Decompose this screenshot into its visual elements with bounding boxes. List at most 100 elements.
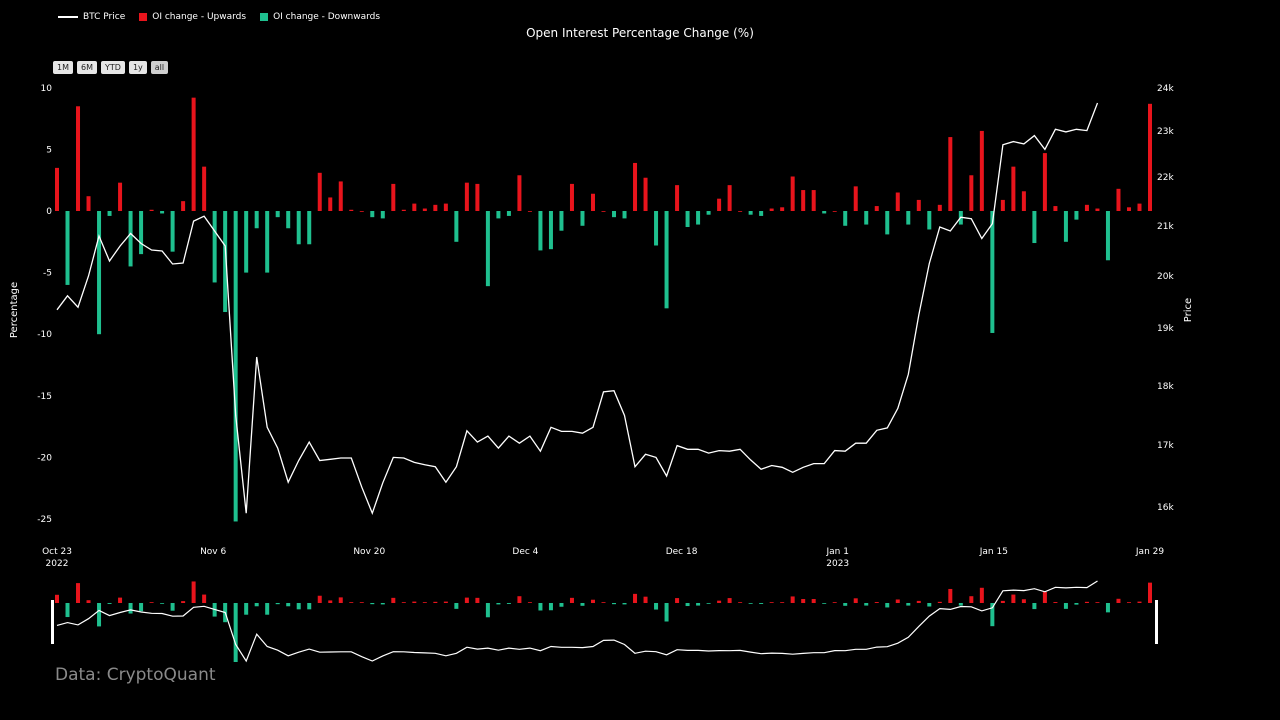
navigator-bar bbox=[832, 602, 837, 603]
navigator-bar bbox=[759, 603, 764, 604]
legend-item-btc-price[interactable]: BTC Price bbox=[58, 12, 125, 22]
oi-bar bbox=[254, 211, 259, 229]
y-axis-right: 24k 23k 22k 21k 20k 19k 18k 17k 16k bbox=[1157, 84, 1174, 513]
oi-bar bbox=[759, 211, 764, 216]
navigator-bar bbox=[1063, 603, 1068, 609]
oi-bar bbox=[97, 211, 102, 335]
oi-bar bbox=[853, 186, 858, 211]
oi-bar bbox=[475, 183, 480, 211]
navigator-bar bbox=[717, 600, 722, 603]
x-tick-label: Nov 20 bbox=[353, 547, 385, 557]
y-tick-label: -20 bbox=[37, 453, 52, 463]
oi-bar bbox=[601, 211, 606, 212]
navigator-bar bbox=[391, 597, 396, 603]
oi-up-swatch bbox=[139, 13, 148, 21]
navigator-bar bbox=[107, 603, 112, 604]
oi-bar bbox=[1084, 204, 1089, 211]
range-button-1y[interactable]: 1y bbox=[128, 61, 147, 74]
navigator-handle-right[interactable] bbox=[1155, 600, 1158, 644]
navigator-bar bbox=[895, 599, 900, 603]
range-button-all[interactable]: all bbox=[150, 61, 169, 74]
oi-bar bbox=[286, 211, 291, 229]
oi-bar bbox=[1063, 211, 1068, 242]
oi-bar bbox=[380, 211, 385, 219]
navigator-bar bbox=[853, 598, 858, 603]
navigator-bar bbox=[559, 603, 564, 607]
oi-bar bbox=[780, 207, 785, 211]
oi-bar bbox=[801, 190, 806, 211]
navigator-bar bbox=[958, 603, 963, 606]
oi-bar bbox=[212, 211, 217, 283]
navigator-bar bbox=[937, 601, 942, 603]
oi-bar bbox=[874, 206, 879, 211]
oi-bar bbox=[223, 211, 228, 313]
x-tick-label: Dec 4 bbox=[512, 547, 538, 557]
navigator-bar bbox=[464, 597, 469, 603]
navigator-bar bbox=[885, 603, 890, 608]
navigator-bar bbox=[822, 603, 827, 604]
oi-bar bbox=[370, 211, 375, 218]
y-tick-label: -25 bbox=[37, 515, 52, 525]
navigator-bar bbox=[790, 596, 795, 603]
navigator-bar bbox=[254, 603, 259, 607]
navigator-bar bbox=[654, 603, 659, 610]
range-button-ytd[interactable]: YTD bbox=[101, 61, 125, 74]
oi-bar bbox=[685, 211, 690, 228]
oi-bar bbox=[1074, 211, 1079, 220]
navigator-bar bbox=[1042, 591, 1047, 603]
navigator-bar bbox=[612, 603, 617, 605]
navigator-bar bbox=[401, 602, 406, 603]
oi-bar bbox=[569, 183, 574, 211]
navigator-bar bbox=[412, 601, 417, 603]
legend-item-oi-down[interactable]: OI change - Downwards bbox=[260, 12, 380, 22]
range-navigator[interactable] bbox=[51, 580, 1158, 663]
oi-bar bbox=[748, 211, 753, 215]
y-tick-label: -10 bbox=[37, 330, 52, 340]
navigator-bar bbox=[338, 597, 343, 603]
navigator-bar bbox=[748, 603, 753, 604]
chart-title: Open Interest Percentage Change (%) bbox=[526, 26, 754, 40]
navigator-bar bbox=[538, 603, 543, 611]
navigator-bar bbox=[590, 599, 595, 603]
navigator-bar bbox=[1105, 603, 1110, 613]
navigator-bar bbox=[1074, 603, 1079, 605]
y2-tick-label: 17k bbox=[1157, 441, 1174, 451]
oi-bar bbox=[454, 211, 459, 242]
y2-tick-label: 21k bbox=[1157, 222, 1174, 232]
navigator-price-line bbox=[56, 580, 1098, 663]
navigator-bar bbox=[738, 602, 743, 603]
navigator-bar bbox=[275, 603, 280, 605]
y-tick-label: 5 bbox=[46, 145, 52, 155]
navigator-handle-left[interactable] bbox=[51, 600, 54, 644]
navigator-bar bbox=[349, 602, 354, 603]
navigator-bar bbox=[517, 596, 522, 603]
legend: BTC Price OI change - Upwards OI change … bbox=[58, 12, 380, 22]
navigator-bar bbox=[643, 596, 648, 603]
oi-down-swatch bbox=[260, 13, 269, 21]
oi-bar bbox=[822, 211, 827, 214]
navigator-bar bbox=[496, 603, 501, 605]
oi-bar bbox=[1148, 103, 1152, 211]
oi-bar bbox=[1042, 153, 1047, 211]
oi-bar bbox=[107, 211, 112, 216]
data-source: Data: CryptoQuant bbox=[55, 665, 216, 685]
oi-bar bbox=[885, 211, 890, 235]
oi-bar bbox=[181, 201, 186, 211]
navigator-bar bbox=[916, 600, 921, 603]
y2-tick-label: 16k bbox=[1157, 503, 1174, 513]
oi-bar bbox=[717, 198, 722, 211]
range-button-6m[interactable]: 6M bbox=[77, 61, 97, 74]
y2-tick-label: 24k bbox=[1157, 84, 1174, 94]
oi-bar bbox=[76, 106, 81, 211]
x-tick-label: Jan 1 bbox=[825, 547, 848, 557]
oi-bar bbox=[1021, 191, 1026, 211]
oi-bar bbox=[1137, 203, 1142, 211]
legend-item-oi-up[interactable]: OI change - Upwards bbox=[139, 12, 246, 22]
x-tick-year-label: 2023 bbox=[826, 559, 849, 569]
navigator-bar bbox=[527, 602, 532, 603]
range-button-1m[interactable]: 1M bbox=[53, 61, 73, 74]
navigator-bar bbox=[706, 603, 711, 604]
oi-bar bbox=[643, 177, 648, 211]
navigator-bar bbox=[286, 603, 291, 607]
